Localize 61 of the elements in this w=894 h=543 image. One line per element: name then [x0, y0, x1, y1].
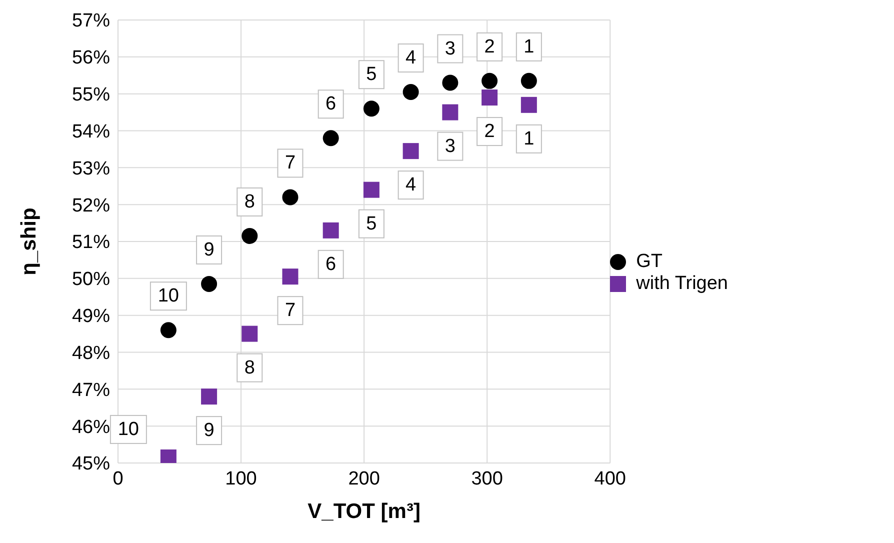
y-tick-label: 54%	[72, 121, 110, 142]
point	[160, 322, 176, 338]
y-tick-label: 51%	[72, 232, 110, 254]
x-tick-label: 300	[471, 468, 503, 490]
annotation: 2	[484, 121, 495, 142]
y-tick-label: 45%	[72, 454, 110, 475]
point	[322, 130, 339, 146]
point	[201, 388, 218, 405]
annotation: 10	[118, 418, 140, 440]
y-axis-title: η_ship	[17, 208, 40, 276]
y-tick-label: 50%	[72, 269, 110, 290]
y-tick-label: 56%	[72, 48, 110, 69]
point	[442, 74, 458, 91]
x-tick-label: 400	[594, 468, 626, 490]
annotation: 1	[524, 36, 534, 58]
y-tick-label: 48%	[72, 342, 110, 364]
point	[442, 104, 458, 120]
annotation: 9	[204, 420, 214, 442]
y-tick-label: 52%	[72, 195, 110, 216]
legend-label: GT	[636, 251, 663, 272]
annotation: 1	[524, 128, 534, 150]
y-tick-label: 55%	[72, 84, 110, 106]
point	[482, 72, 498, 89]
point	[282, 189, 298, 206]
legend-label: with Trigen	[636, 273, 728, 294]
annotation: 8	[244, 191, 255, 212]
point	[402, 143, 419, 160]
point	[242, 326, 258, 342]
annotation: 5	[366, 213, 377, 234]
annotation: 10	[158, 286, 180, 307]
annotation: 5	[366, 64, 377, 86]
annotation: 8	[244, 357, 255, 378]
x-tick-label: 200	[348, 468, 380, 490]
point	[363, 100, 380, 117]
point	[520, 96, 537, 113]
annotation: 3	[444, 136, 456, 157]
y-tick-label: 53%	[72, 158, 110, 180]
y-tick-label: 47%	[72, 380, 110, 401]
point	[282, 268, 298, 285]
y-tick-label: 49%	[72, 306, 110, 328]
point	[482, 90, 498, 106]
x-tick-label: 0	[112, 468, 124, 490]
annotation: 7	[284, 152, 296, 174]
point	[242, 228, 258, 244]
point	[402, 84, 419, 100]
point	[520, 72, 537, 89]
x-axis-title: V_TOT [m³]	[308, 500, 420, 523]
annotation: 6	[326, 254, 336, 275]
annotation: 9	[204, 239, 214, 260]
annotation: 4	[406, 47, 417, 68]
annotation: 2	[484, 36, 495, 58]
x-tick-label: 100	[225, 468, 257, 490]
point	[322, 222, 339, 238]
point	[363, 182, 380, 198]
y-tick-label: 46%	[72, 416, 110, 438]
annotation: 3	[444, 38, 456, 60]
point	[201, 276, 218, 292]
annotation: 4	[406, 174, 417, 196]
annotation: 6	[326, 94, 336, 115]
annotation: 7	[284, 300, 296, 322]
y-tick-label: 57%	[72, 10, 110, 32]
